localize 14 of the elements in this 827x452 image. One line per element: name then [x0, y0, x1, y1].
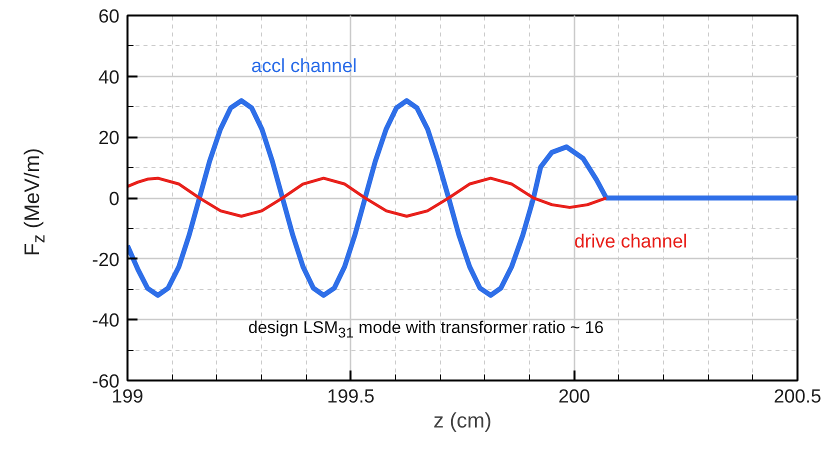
- annotation: design LSM$_{31}$ mode with transformer ratio ~ 16: [248, 318, 604, 342]
- x-axis-title: z (cm): [433, 410, 492, 432]
- y-tick-label: 40: [98, 67, 120, 88]
- series-label: drive channel: [574, 231, 688, 252]
- x-tick-label: 199.5: [327, 386, 375, 408]
- y-tick-label: 60: [98, 6, 120, 28]
- y-tick-label: 0: [108, 189, 120, 210]
- x-tick-label: 200.5: [774, 386, 822, 408]
- y-tick-label: -20: [92, 250, 120, 271]
- y-tick-label: -40: [92, 310, 120, 332]
- y-tick-label: 20: [98, 128, 120, 150]
- x-tick-label: 200: [558, 386, 590, 408]
- line-series: [128, 176, 608, 218]
- series-label: accl channel: [251, 56, 357, 78]
